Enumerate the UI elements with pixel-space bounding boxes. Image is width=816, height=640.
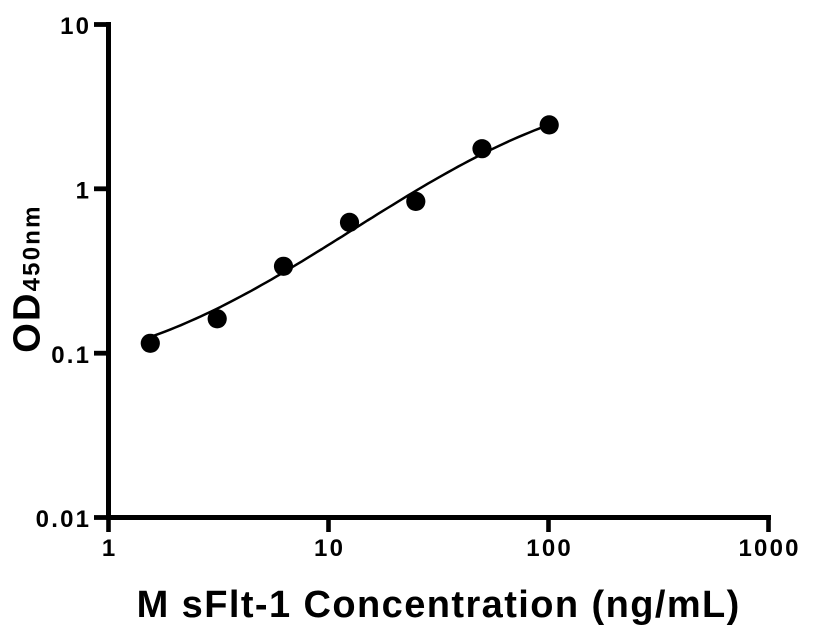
svg-text:OD450nm: OD450nm (6, 204, 48, 352)
svg-text:10: 10 (314, 535, 345, 562)
svg-text:0.01: 0.01 (36, 506, 92, 533)
svg-text:M sFlt-1 Concentration (ng/mL): M sFlt-1 Concentration (ng/mL) (137, 584, 741, 626)
svg-text:1: 1 (102, 535, 118, 562)
svg-text:0.1: 0.1 (51, 342, 91, 369)
svg-text:10: 10 (60, 13, 91, 40)
svg-text:1000: 1000 (738, 535, 800, 562)
svg-text:100: 100 (526, 535, 573, 562)
svg-text:1: 1 (76, 177, 92, 204)
